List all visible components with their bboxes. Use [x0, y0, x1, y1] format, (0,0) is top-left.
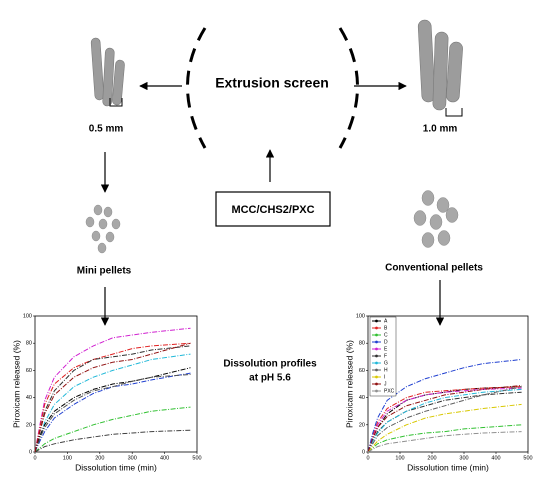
- legend-label: I: [384, 374, 385, 380]
- y-axis-label: Piroxicam released (%): [11, 340, 21, 428]
- plot-frame: [34, 315, 198, 453]
- legend-label: A: [384, 318, 388, 324]
- legend-marker: [375, 347, 378, 351]
- size-label: 1.0 mm: [423, 124, 458, 135]
- formulation-box: [215, 191, 331, 227]
- legend-marker: [375, 333, 378, 337]
- conventional-strands: [417, 19, 463, 117]
- x-tick-label: 500: [523, 455, 532, 461]
- x-tick-label: 500: [192, 455, 201, 461]
- series-line: [367, 387, 522, 453]
- x-tick-label: 300: [459, 455, 468, 461]
- legend-label: B: [384, 325, 388, 331]
- y-tick-label: 80: [359, 341, 365, 347]
- y-tick-label: 40: [26, 395, 32, 401]
- legend-marker: [375, 375, 378, 379]
- y-tick-label: 0: [29, 449, 32, 455]
- y-tick-label: 20: [359, 422, 365, 428]
- note: at pH 5.6: [249, 373, 291, 384]
- size-label: 0.5 mm: [89, 124, 124, 135]
- series-line: [367, 386, 522, 453]
- formulation-label: MCC/CHS2/PXC: [231, 204, 314, 216]
- screen-arc: [338, 27, 359, 149]
- series-line: [34, 367, 191, 453]
- legend-label: E: [384, 346, 388, 352]
- conventional-pellets: [413, 190, 459, 248]
- legend-label: C: [384, 332, 388, 338]
- note: Dissolution profiles: [223, 359, 317, 370]
- y-tick-label: 0: [362, 449, 365, 455]
- series-line: [367, 388, 522, 453]
- series-line: [367, 359, 522, 453]
- legend-label: F: [384, 353, 387, 359]
- x-tick-label: 100: [63, 455, 72, 461]
- series-line: [367, 386, 522, 453]
- series-line: [367, 403, 522, 453]
- product-label: Conventional pellets: [385, 263, 483, 274]
- series-line: [34, 372, 191, 453]
- legend-label: D: [384, 339, 388, 345]
- screen-label: Extrusion screen: [215, 75, 329, 91]
- series-line: [367, 384, 522, 453]
- legend-marker: [375, 340, 378, 344]
- x-tick-label: 300: [128, 455, 137, 461]
- series-line: [34, 327, 191, 453]
- x-axis-label: Dissolution time (min): [407, 462, 489, 472]
- x-tick-label: 400: [160, 455, 169, 461]
- y-axis-label: Piroxicam released (%): [344, 340, 354, 428]
- legend-marker: [375, 354, 378, 358]
- series-line: [34, 406, 191, 453]
- x-tick-label: 0: [33, 455, 36, 461]
- legend-label: G: [384, 360, 388, 366]
- x-tick-label: 0: [366, 455, 369, 461]
- series-line: [34, 429, 191, 453]
- legend-marker: [375, 361, 378, 365]
- legend-label: PXC: [384, 388, 395, 394]
- y-tick-label: 60: [359, 368, 365, 374]
- legend-label: H: [384, 367, 388, 373]
- legend-marker: [375, 326, 378, 330]
- legend-marker: [375, 319, 378, 323]
- x-axis-label: Dissolution time (min): [75, 462, 157, 472]
- x-tick-label: 400: [491, 455, 500, 461]
- y-tick-label: 60: [26, 368, 32, 374]
- legend-marker: [375, 368, 378, 372]
- y-tick-label: 100: [23, 313, 32, 319]
- legend-marker: [375, 382, 378, 386]
- series-line: [367, 431, 522, 453]
- mini-pellets: [85, 204, 121, 254]
- mini-strands: [90, 37, 125, 107]
- series-line: [34, 374, 191, 453]
- x-tick-label: 200: [427, 455, 436, 461]
- series-line: [34, 342, 191, 453]
- x-tick-label: 100: [395, 455, 404, 461]
- y-tick-label: 80: [26, 341, 32, 347]
- legend-label: J: [384, 381, 387, 387]
- y-tick-label: 40: [359, 395, 365, 401]
- y-tick-label: 100: [356, 313, 365, 319]
- plot-frame: [367, 315, 529, 453]
- legend-marker: [375, 389, 378, 393]
- series-line: [367, 424, 522, 453]
- y-tick-label: 20: [26, 422, 32, 428]
- series-line: [367, 391, 522, 453]
- series-line: [34, 342, 191, 453]
- x-tick-label: 200: [95, 455, 104, 461]
- screen-arc: [186, 27, 207, 149]
- product-label: Mini pellets: [77, 266, 132, 277]
